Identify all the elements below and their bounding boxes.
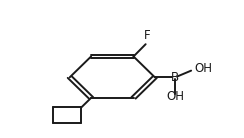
Text: B: B xyxy=(171,71,179,84)
Text: F: F xyxy=(143,29,150,42)
Text: OH: OH xyxy=(166,90,184,103)
Text: OH: OH xyxy=(195,62,213,75)
